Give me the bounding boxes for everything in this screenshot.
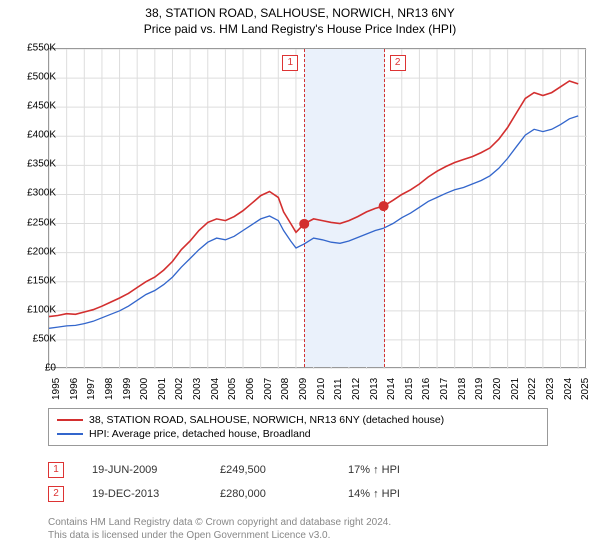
title-address: 38, STATION ROAD, SALHOUSE, NORWICH, NR1…: [0, 6, 600, 20]
x-tick-label: 2000: [139, 378, 150, 400]
y-tick-label: £250K: [16, 217, 56, 228]
sale-price: £249,500: [220, 464, 320, 476]
x-tick-label: 1995: [51, 378, 62, 400]
legend-item: HPI: Average price, detached house, Broa…: [57, 427, 539, 441]
x-tick-label: 1997: [86, 378, 97, 400]
x-tick-label: 2013: [369, 378, 380, 400]
x-tick-label: 2006: [245, 378, 256, 400]
sale-hpi-delta: 14% ↑ HPI: [348, 488, 448, 500]
x-tick-label: 2012: [351, 378, 362, 400]
y-tick-label: £450K: [16, 101, 56, 112]
x-tick-label: 2021: [510, 378, 521, 400]
x-tick-label: 2004: [210, 378, 221, 400]
legend-item: 38, STATION ROAD, SALHOUSE, NORWICH, NR1…: [57, 413, 539, 427]
y-tick-label: £350K: [16, 159, 56, 170]
x-tick-label: 2002: [174, 378, 185, 400]
y-tick-label: £0: [16, 363, 56, 374]
sale-price: £280,000: [220, 488, 320, 500]
x-tick-label: 2018: [457, 378, 468, 400]
y-tick-label: £200K: [16, 246, 56, 257]
x-tick-label: 2017: [439, 378, 450, 400]
x-tick-label: 2011: [333, 378, 344, 400]
x-tick-label: 2024: [563, 378, 574, 400]
x-tick-label: 2007: [263, 378, 274, 400]
y-tick-label: £100K: [16, 304, 56, 315]
y-tick-label: £500K: [16, 72, 56, 83]
series-line: [49, 81, 578, 317]
x-tick-label: 2022: [527, 378, 538, 400]
footer-line-2: This data is licensed under the Open Gov…: [48, 529, 391, 542]
sale-date: 19-DEC-2013: [92, 488, 192, 500]
x-tick-label: 2010: [316, 378, 327, 400]
x-tick-label: 2001: [157, 378, 168, 400]
sale-date: 19-JUN-2009: [92, 464, 192, 476]
title-subtitle: Price paid vs. HM Land Registry's House …: [0, 22, 600, 36]
sale-hpi-delta: 17% ↑ HPI: [348, 464, 448, 476]
x-tick-label: 2009: [298, 378, 309, 400]
x-tick-label: 2020: [492, 378, 503, 400]
sale-row-marker: 2: [48, 486, 64, 502]
series-line: [49, 116, 578, 328]
legend-label: HPI: Average price, detached house, Broa…: [89, 428, 311, 440]
x-tick-label: 2019: [474, 378, 485, 400]
legend: 38, STATION ROAD, SALHOUSE, NORWICH, NR1…: [48, 408, 548, 446]
y-tick-label: £550K: [16, 43, 56, 54]
y-tick-label: £50K: [16, 333, 56, 344]
plot-area: 12: [48, 48, 586, 368]
legend-swatch: [57, 419, 83, 421]
sales-table: 1 19-JUN-2009 £249,500 17% ↑ HPI 2 19-DE…: [48, 458, 448, 506]
x-tick-label: 2015: [404, 378, 415, 400]
legend-label: 38, STATION ROAD, SALHOUSE, NORWICH, NR1…: [89, 414, 444, 426]
series-svg: [49, 49, 587, 369]
x-tick-label: 2003: [192, 378, 203, 400]
x-tick-label: 2008: [280, 378, 291, 400]
x-tick-label: 1998: [104, 378, 115, 400]
footer: Contains HM Land Registry data © Crown c…: [48, 516, 391, 542]
x-tick-label: 2016: [421, 378, 432, 400]
x-tick-label: 2005: [227, 378, 238, 400]
y-tick-label: £300K: [16, 188, 56, 199]
x-tick-label: 1996: [69, 378, 80, 400]
x-tick-label: 2025: [580, 378, 591, 400]
footer-line-1: Contains HM Land Registry data © Crown c…: [48, 516, 391, 529]
legend-swatch: [57, 433, 83, 435]
sale-row: 2 19-DEC-2013 £280,000 14% ↑ HPI: [48, 482, 448, 506]
x-tick-label: 1999: [122, 378, 133, 400]
y-tick-label: £400K: [16, 130, 56, 141]
y-tick-label: £150K: [16, 275, 56, 286]
x-tick-label: 2014: [386, 378, 397, 400]
chart: 12: [48, 48, 586, 368]
x-tick-label: 2023: [545, 378, 556, 400]
sale-row: 1 19-JUN-2009 £249,500 17% ↑ HPI: [48, 458, 448, 482]
sale-row-marker: 1: [48, 462, 64, 478]
sale-marker-dot: [379, 201, 389, 211]
sale-marker-dot: [299, 219, 309, 229]
